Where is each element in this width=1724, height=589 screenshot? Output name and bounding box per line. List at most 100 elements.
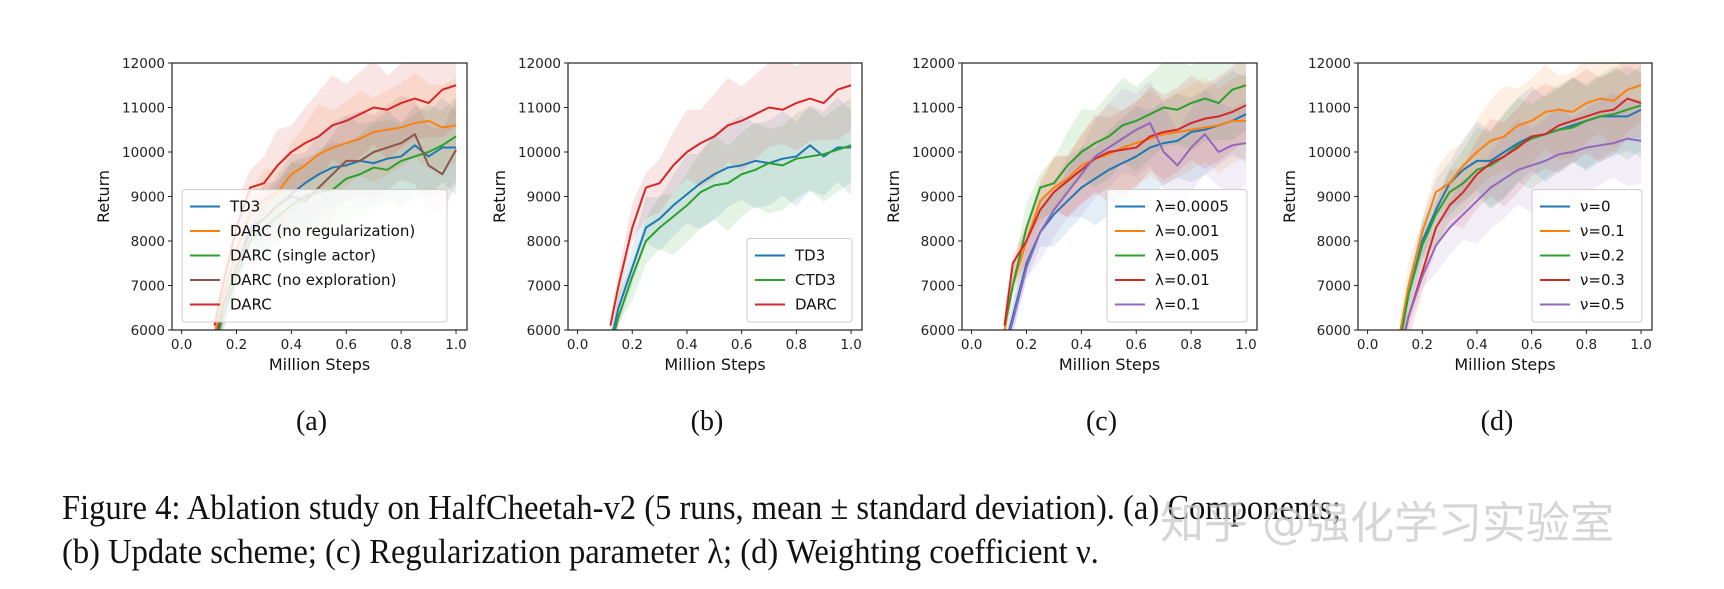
std-band-1 (214, 72, 457, 330)
chart-c: 0.0 0.2 0.4 0.6 0.8 1.0 6000 7000 8000 9000 10000 1… (884, 56, 1258, 437)
std-band-4 (214, 63, 457, 330)
std-band-3 (1401, 63, 1642, 330)
x-tick-label: 0.6 (336, 337, 357, 353)
y-tick-label: 8000 (1317, 234, 1351, 250)
legend: ν=0 ν=0.1 ν=0.2 ν=0.3 ν=0.5 (1531, 189, 1643, 323)
watermark-logo: 知乎 @强化学习实验室 (1160, 498, 1614, 549)
y-tick-label: 11000 (912, 101, 955, 117)
x-tick-label: 0.0 (171, 337, 192, 353)
legend-entry: TD3 (794, 247, 825, 265)
plot-area (1399, 63, 1642, 330)
x-tick-label: 0.8 (1576, 337, 1597, 353)
chart-d: 0.0 0.2 0.4 0.6 0.8 1.0 6000 7000 8000 9000 10000 1… (1280, 56, 1653, 437)
y-tick-label: 12000 (518, 56, 561, 72)
y-tick-label: 6000 (921, 323, 955, 339)
series-line-1 (614, 144, 852, 330)
x-tick-label: 0.8 (1180, 337, 1201, 353)
x-tick-label: 0.6 (1126, 337, 1147, 353)
std-band-2 (1400, 65, 1642, 330)
y-axis-label: Return (884, 170, 903, 223)
x-tick-label: 0.4 (676, 337, 697, 353)
y-tick-label: 9000 (1317, 190, 1351, 206)
x-tick-label: 0.6 (731, 337, 752, 353)
subfigure-label: (d) (1481, 406, 1514, 437)
legend-entry: ν=0.1 (1580, 222, 1625, 240)
y-tick-label: 6000 (527, 323, 561, 339)
y-tick-label: 8000 (921, 234, 955, 250)
legend-entry: DARC (230, 296, 272, 314)
series-line-2 (1003, 84, 1247, 326)
legend-entry: ν=0.3 (1580, 271, 1625, 289)
series-line-4 (1404, 137, 1642, 330)
y-tick-label: 11000 (122, 101, 165, 117)
y-axis-label: Return (490, 170, 509, 223)
caption-line-1: Figure 4: Ablation study on HalfCheetah-… (62, 488, 1341, 527)
subfigure-label: (c) (1086, 406, 1117, 437)
x-tick-label: 0.0 (1357, 337, 1378, 353)
subfigure-label: (b) (691, 406, 724, 437)
x-tick-label: 0.8 (786, 337, 807, 353)
x-tick-label: 0.2 (1412, 337, 1433, 353)
plot-area (1003, 63, 1247, 330)
std-band-0 (1401, 66, 1642, 330)
std-band-4 (1007, 80, 1247, 330)
legend: λ=0.0005 λ=0.001 λ=0.005 λ=0.01 λ=0.1 (1106, 189, 1248, 323)
y-tick-label: 7000 (131, 279, 165, 295)
legend-entry: DARC (single actor) (230, 247, 376, 265)
std-band-2 (610, 63, 852, 330)
series-line-2 (1401, 104, 1642, 330)
plot-area (609, 63, 852, 330)
x-tick-label: 0.2 (622, 337, 643, 353)
series-line-4 (1009, 122, 1247, 330)
y-tick-label: 9000 (131, 190, 165, 206)
x-tick-label: 0.8 (390, 337, 411, 353)
x-tick-label: 0.2 (226, 337, 247, 353)
x-tick-label: 0.6 (1521, 337, 1542, 353)
legend-entry: λ=0.005 (1155, 247, 1219, 265)
legend-entry: DARC (795, 296, 837, 314)
series-line-1 (1003, 119, 1247, 330)
x-tick-label: 1.0 (1630, 337, 1651, 353)
y-tick-label: 8000 (527, 234, 561, 250)
legend: TD3 DARC (no regularization) DARC (single … (181, 189, 448, 323)
x-tick-label: 0.4 (281, 337, 302, 353)
x-tick-label: 0.0 (567, 337, 588, 353)
y-tick-label: 9000 (921, 190, 955, 206)
y-tick-label: 7000 (1317, 279, 1351, 295)
y-tick-label: 11000 (518, 101, 561, 117)
series-line-2 (609, 84, 852, 326)
legend-entry: DARC (no regularization) (230, 222, 415, 240)
x-axis-label: Million Steps (664, 355, 765, 374)
legend-entry: ν=0.2 (1580, 247, 1625, 265)
x-tick-label: 0.0 (961, 337, 982, 353)
legend-entry: ν=0.5 (1580, 296, 1625, 314)
x-tick-label: 0.4 (1466, 337, 1487, 353)
legend-entry: λ=0.0005 (1155, 198, 1229, 216)
series-line-1 (1399, 84, 1642, 330)
series-line-3 (1404, 97, 1642, 330)
x-axis-label: Million Steps (269, 355, 370, 374)
y-tick-label: 10000 (122, 145, 165, 161)
subfigure-label: (a) (296, 406, 327, 437)
std-band-4 (1402, 92, 1642, 330)
caption-line-2: (b) Update scheme; (c) Regularization pa… (62, 532, 1099, 571)
std-band-1 (1004, 73, 1247, 330)
y-tick-label: 12000 (912, 56, 955, 72)
y-tick-label: 12000 (122, 56, 165, 72)
series-line-4 (213, 84, 457, 326)
y-tick-label: 6000 (1317, 323, 1351, 339)
x-tick-label: 1.0 (1235, 337, 1256, 353)
std-band-0 (612, 97, 852, 330)
y-tick-label: 10000 (518, 145, 561, 161)
y-axis-label: Return (1280, 170, 1299, 223)
series-line-0 (612, 144, 852, 330)
legend-entry: TD3 (229, 198, 260, 216)
legend-entry: λ=0.1 (1155, 296, 1200, 314)
legend-box (181, 189, 448, 323)
y-tick-label: 12000 (1308, 56, 1351, 72)
legend-entry: CTD3 (795, 271, 836, 289)
x-axis-label: Million Steps (1059, 355, 1160, 374)
legend-entry: λ=0.01 (1155, 271, 1210, 289)
series-line-3 (1003, 104, 1247, 326)
